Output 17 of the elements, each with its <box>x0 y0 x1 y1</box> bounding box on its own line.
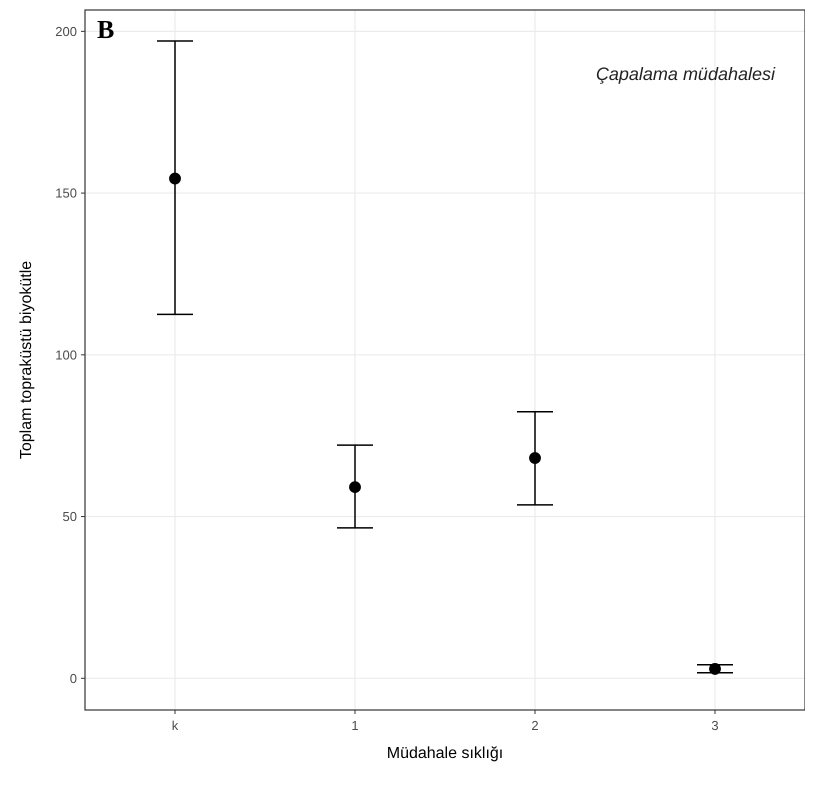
y-axis-title: Toplam topraküstü biyokütle <box>18 260 35 460</box>
annotation: Çapalama müdahalesi <box>596 64 776 84</box>
x-tick-label: k <box>172 718 179 733</box>
point <box>529 452 541 464</box>
y-tick-label: 200 <box>55 24 77 39</box>
y-tick-label: 150 <box>55 186 77 201</box>
y-tick-label: 0 <box>70 670 77 686</box>
x-tick-label: 3 <box>711 718 719 733</box>
x-tick-label: 2 <box>531 718 539 733</box>
point <box>349 481 361 494</box>
y-tick-label: 50 <box>62 509 77 524</box>
y-tick-label: 100 <box>55 347 77 362</box>
x-axis-title: Müdahale sıklığı <box>386 745 504 762</box>
x-tick-label: 1 <box>351 718 359 733</box>
point <box>169 172 181 184</box>
annotation: B <box>97 15 114 44</box>
point <box>709 663 721 675</box>
